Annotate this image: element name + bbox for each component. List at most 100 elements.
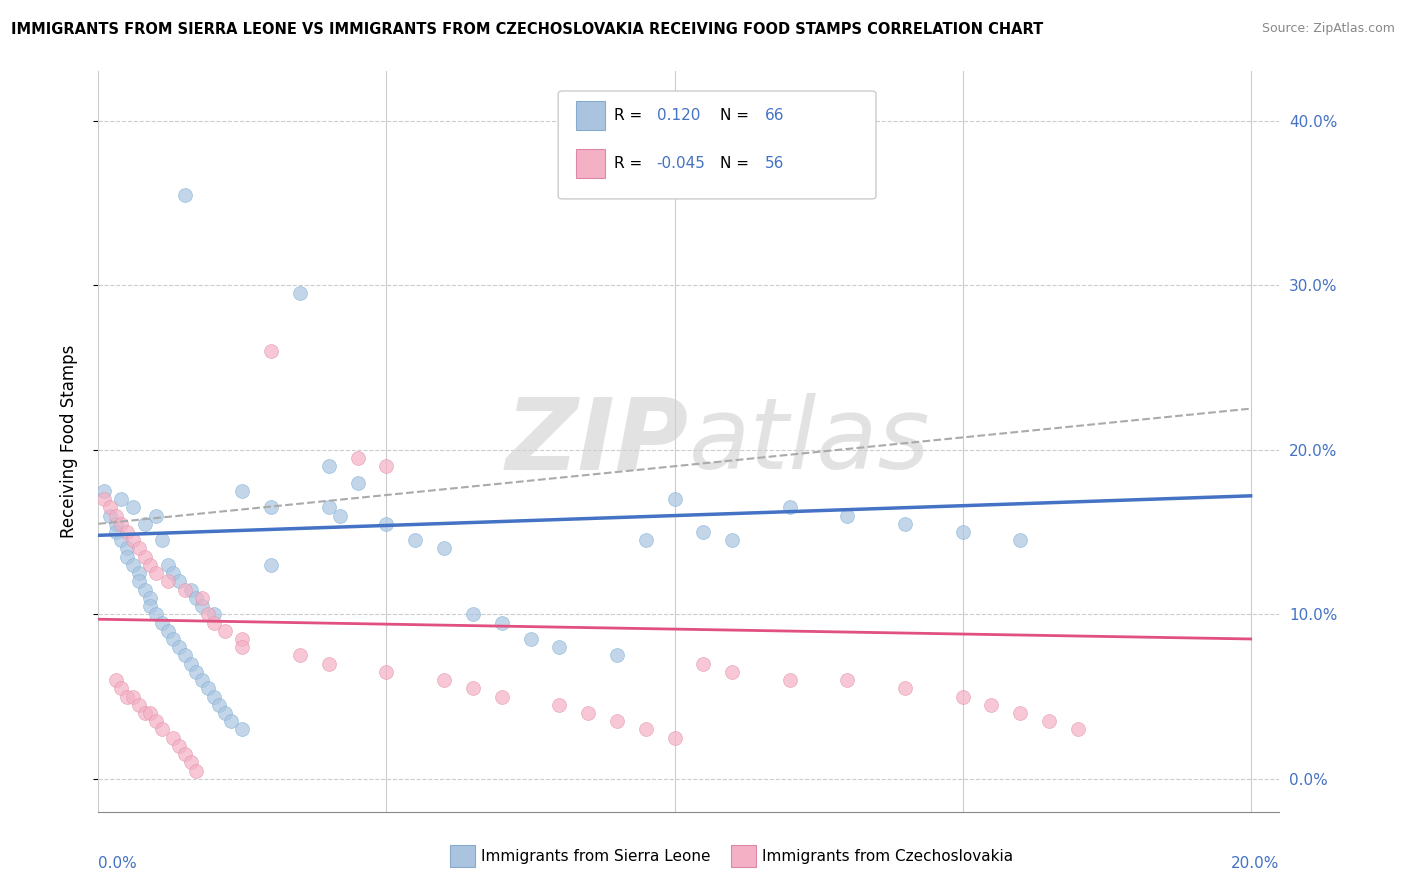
Point bbox=[231, 640, 253, 655]
Point bbox=[150, 723, 173, 737]
Point bbox=[634, 723, 657, 737]
Point bbox=[122, 690, 145, 704]
Point bbox=[260, 344, 283, 359]
Point bbox=[197, 607, 219, 622]
Point bbox=[167, 574, 190, 589]
Point bbox=[139, 706, 162, 720]
Point bbox=[134, 706, 156, 720]
Point bbox=[231, 723, 253, 737]
Point bbox=[837, 673, 859, 687]
Point bbox=[404, 533, 426, 548]
Point bbox=[122, 533, 145, 548]
Point bbox=[186, 665, 208, 679]
Point bbox=[329, 508, 352, 523]
Point bbox=[461, 681, 484, 696]
Point bbox=[346, 475, 368, 490]
Point bbox=[461, 607, 484, 622]
Point bbox=[115, 524, 138, 539]
Point bbox=[128, 566, 150, 581]
Point bbox=[104, 516, 127, 531]
Point bbox=[375, 516, 398, 531]
Text: 0.120: 0.120 bbox=[657, 108, 700, 123]
Point bbox=[173, 648, 195, 663]
Point bbox=[145, 566, 167, 581]
Point bbox=[115, 541, 138, 556]
Point bbox=[104, 508, 127, 523]
Point bbox=[145, 508, 167, 523]
Point bbox=[115, 690, 138, 704]
Text: 20.0%: 20.0% bbox=[1232, 856, 1279, 871]
Point bbox=[837, 508, 859, 523]
Point bbox=[1038, 714, 1060, 729]
Point bbox=[98, 508, 121, 523]
Text: 66: 66 bbox=[765, 108, 785, 123]
Point bbox=[128, 574, 150, 589]
Point bbox=[167, 640, 190, 655]
Point bbox=[139, 591, 162, 605]
Point bbox=[93, 483, 115, 498]
Point bbox=[145, 607, 167, 622]
Point bbox=[606, 714, 628, 729]
Point bbox=[134, 549, 156, 564]
Point bbox=[1067, 723, 1090, 737]
Point bbox=[139, 558, 162, 572]
Point bbox=[122, 500, 145, 515]
Point bbox=[288, 648, 311, 663]
Text: Immigrants from Czechoslovakia: Immigrants from Czechoslovakia bbox=[762, 849, 1014, 863]
Point bbox=[202, 607, 225, 622]
Point bbox=[156, 558, 179, 572]
Point bbox=[260, 500, 283, 515]
Point bbox=[180, 582, 202, 597]
Point bbox=[110, 492, 132, 507]
Point bbox=[202, 615, 225, 630]
Point bbox=[186, 591, 208, 605]
Point bbox=[110, 516, 132, 531]
Point bbox=[1010, 533, 1032, 548]
Point bbox=[150, 533, 173, 548]
Point bbox=[318, 500, 340, 515]
Point bbox=[231, 632, 253, 646]
Point bbox=[634, 533, 657, 548]
Point bbox=[491, 615, 513, 630]
Point bbox=[110, 681, 132, 696]
Point bbox=[231, 483, 253, 498]
Text: Immigrants from Sierra Leone: Immigrants from Sierra Leone bbox=[481, 849, 710, 863]
Point bbox=[122, 558, 145, 572]
Y-axis label: Receiving Food Stamps: Receiving Food Stamps bbox=[59, 345, 77, 538]
Text: Source: ZipAtlas.com: Source: ZipAtlas.com bbox=[1261, 22, 1395, 36]
Point bbox=[721, 665, 744, 679]
Point bbox=[214, 624, 236, 638]
Point bbox=[156, 624, 179, 638]
Point bbox=[491, 690, 513, 704]
Point bbox=[145, 714, 167, 729]
Point bbox=[104, 524, 127, 539]
Point bbox=[186, 764, 208, 778]
Point bbox=[128, 541, 150, 556]
Point bbox=[894, 681, 917, 696]
Point bbox=[952, 524, 974, 539]
Text: R =: R = bbox=[614, 108, 643, 123]
Point bbox=[214, 706, 236, 720]
Text: ZIP: ZIP bbox=[506, 393, 689, 490]
Point bbox=[894, 516, 917, 531]
Text: N =: N = bbox=[720, 156, 749, 171]
Text: -0.045: -0.045 bbox=[657, 156, 706, 171]
Point bbox=[93, 492, 115, 507]
Point bbox=[1010, 706, 1032, 720]
Point bbox=[128, 698, 150, 712]
Point bbox=[548, 698, 571, 712]
Text: atlas: atlas bbox=[689, 393, 931, 490]
Point bbox=[692, 524, 714, 539]
Point bbox=[375, 665, 398, 679]
Text: N =: N = bbox=[720, 108, 749, 123]
Point bbox=[150, 615, 173, 630]
Point bbox=[664, 731, 686, 745]
Point bbox=[208, 698, 231, 712]
Point bbox=[104, 673, 127, 687]
Point bbox=[779, 500, 801, 515]
Point bbox=[167, 739, 190, 753]
Point bbox=[519, 632, 541, 646]
Text: 56: 56 bbox=[765, 156, 785, 171]
Point bbox=[721, 533, 744, 548]
Point bbox=[173, 582, 195, 597]
